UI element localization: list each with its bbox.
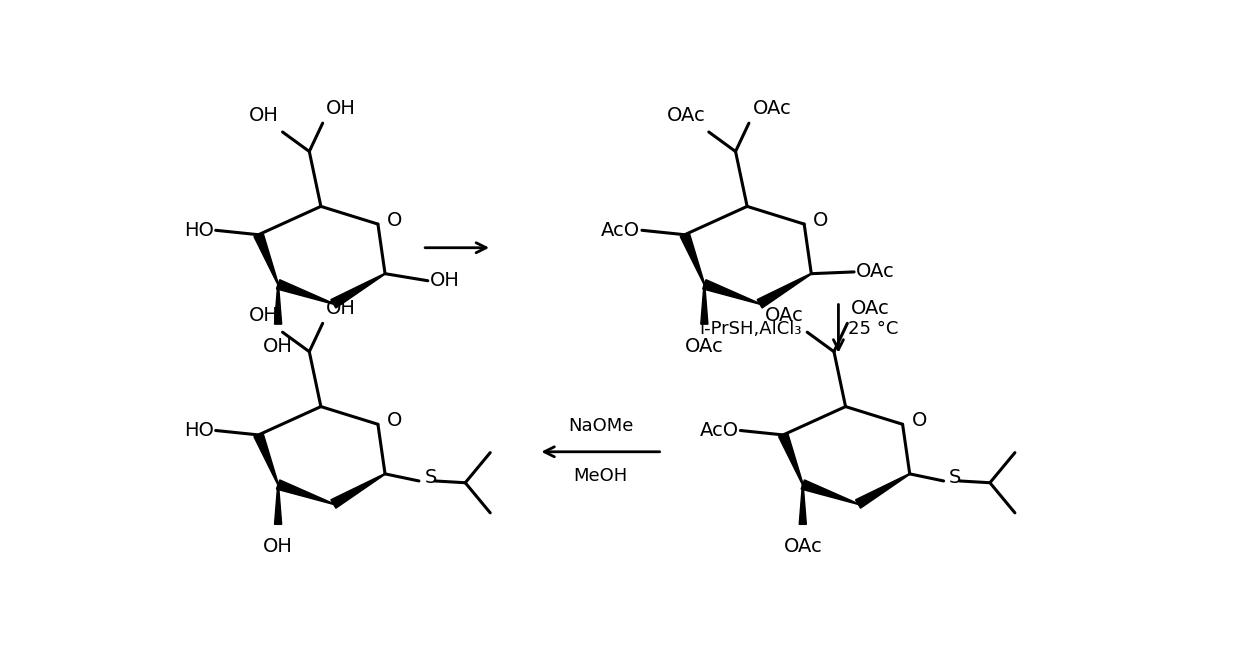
- Polygon shape: [703, 280, 760, 304]
- Polygon shape: [276, 280, 333, 304]
- Text: AcO: AcO: [601, 221, 641, 240]
- Polygon shape: [778, 433, 803, 485]
- Text: S: S: [424, 468, 436, 487]
- Text: OAc: OAc: [752, 99, 792, 118]
- Text: OH: OH: [263, 537, 294, 556]
- Polygon shape: [331, 274, 385, 308]
- Polygon shape: [331, 474, 385, 508]
- Text: OH: OH: [249, 106, 279, 125]
- Polygon shape: [275, 485, 281, 524]
- Text: i-PrSH,AlCl₃: i-PrSH,AlCl₃: [700, 320, 802, 337]
- Text: 25 °C: 25 °C: [849, 320, 898, 337]
- Text: MeOH: MeOH: [574, 467, 628, 485]
- Text: OAc: OAc: [764, 306, 804, 325]
- Polygon shape: [276, 480, 333, 505]
- Polygon shape: [802, 480, 859, 505]
- Text: O: O: [813, 211, 829, 230]
- Text: O: O: [387, 411, 403, 430]
- Text: OH: OH: [249, 306, 279, 325]
- Text: HO: HO: [185, 421, 214, 440]
- Text: OAc: OAc: [667, 106, 705, 125]
- Text: OH: OH: [326, 299, 356, 318]
- Polygon shape: [701, 284, 707, 324]
- Text: OAc: OAc: [783, 537, 823, 556]
- Text: NaOMe: NaOMe: [567, 417, 633, 435]
- Polygon shape: [856, 474, 909, 508]
- Text: OAc: OAc: [685, 337, 724, 355]
- Polygon shape: [254, 433, 279, 485]
- Text: OAc: OAc: [851, 299, 890, 318]
- Polygon shape: [254, 233, 279, 284]
- Polygon shape: [275, 284, 281, 324]
- Text: S: S: [949, 468, 961, 487]
- Polygon shape: [757, 274, 812, 308]
- Text: OH: OH: [430, 271, 460, 290]
- Polygon shape: [799, 485, 807, 524]
- Polygon shape: [680, 233, 705, 284]
- Text: O: O: [387, 211, 403, 230]
- Text: OAc: OAc: [856, 262, 895, 282]
- Text: AcO: AcO: [700, 421, 738, 440]
- Text: OH: OH: [326, 99, 356, 118]
- Text: OH: OH: [263, 337, 294, 355]
- Text: O: O: [912, 411, 927, 430]
- Text: HO: HO: [185, 221, 214, 240]
